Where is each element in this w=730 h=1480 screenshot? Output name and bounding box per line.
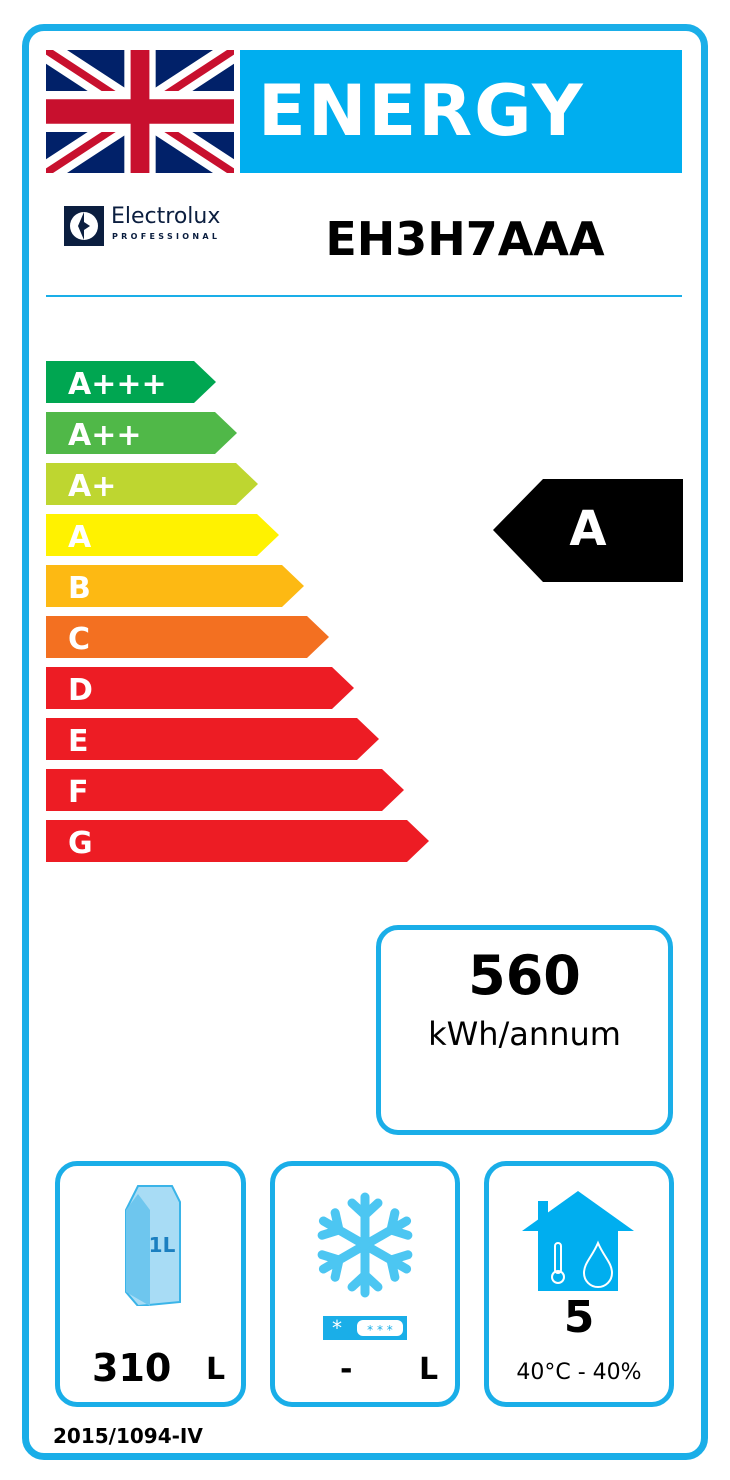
- scale-bar-A++: A++: [46, 412, 237, 454]
- scale-bar-A+: A+: [46, 463, 258, 505]
- consumption-value: 560: [468, 944, 581, 1007]
- storage-value: 310: [92, 1346, 172, 1390]
- scale-label: F: [68, 775, 89, 810]
- scale-bar-A: A: [46, 514, 279, 556]
- scale-label: A+: [68, 469, 116, 504]
- scale-bar-G: G: [46, 820, 429, 862]
- milk-carton-icon: 1L: [125, 1185, 181, 1306]
- storage-box: 1L 310 L: [55, 1161, 246, 1407]
- house-climate-icon: [522, 1191, 634, 1291]
- brand-name: Electrolux: [111, 204, 221, 229]
- svg-text:* * *: * * *: [367, 1323, 393, 1337]
- frozen-box: * * * * - L: [270, 1161, 460, 1407]
- scale-label: G: [68, 826, 93, 861]
- label-frame: [22, 24, 708, 1460]
- model-number: EH3H7AAA: [325, 212, 605, 266]
- scale-label: C: [68, 622, 90, 657]
- scale-label: B: [68, 571, 91, 606]
- rating-value: A: [569, 501, 606, 557]
- storage-unit: L: [206, 1352, 226, 1387]
- scale-label: A: [68, 520, 92, 555]
- scale-label: A++: [68, 418, 142, 453]
- scale-label: E: [68, 724, 89, 759]
- scale-bar-A+++: A+++: [46, 361, 216, 403]
- rating-arrow: A: [493, 479, 683, 582]
- consumption-unit: kWh/annum: [428, 1015, 621, 1053]
- climate-box: 5 40°C - 40%: [484, 1161, 674, 1407]
- consumption-box: 560 kWh/annum: [376, 925, 673, 1135]
- frozen-value: -: [340, 1352, 353, 1387]
- electrolux-logo-icon: [64, 206, 104, 246]
- brand-sub: PROFESSIONAL: [112, 232, 221, 241]
- energy-title: ENERGY: [240, 50, 682, 173]
- scale-bar-C: C: [46, 616, 329, 658]
- divider: [46, 295, 682, 297]
- regulation-text: 2015/1094-IV: [53, 1424, 203, 1448]
- scale-bar-B: B: [46, 565, 304, 607]
- scale-label: A+++: [68, 367, 167, 402]
- svg-text:*: *: [332, 1316, 342, 1340]
- scale-bar-D: D: [46, 667, 354, 709]
- scale-label: D: [68, 673, 93, 708]
- freezer-star-icon: * * * *: [323, 1316, 407, 1340]
- scale-bar-E: E: [46, 718, 379, 760]
- snowflake-icon: [317, 1192, 413, 1299]
- scale-bar-F: F: [46, 769, 404, 811]
- union-jack-flag-icon: [46, 50, 234, 173]
- frozen-unit: L: [419, 1352, 439, 1387]
- climate-class: 5: [563, 1292, 595, 1343]
- svg-text:1L: 1L: [149, 1233, 176, 1257]
- climate-conditions: 40°C - 40%: [516, 1360, 642, 1385]
